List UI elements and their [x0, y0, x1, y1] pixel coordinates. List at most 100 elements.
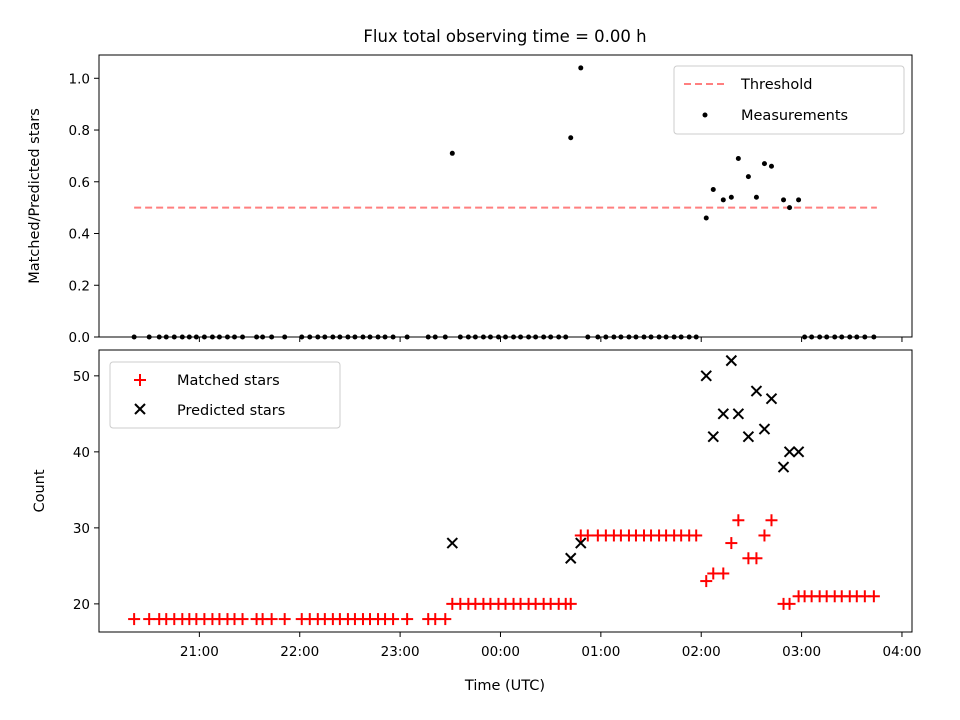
measurement-point [671, 334, 677, 340]
measurement-point [193, 334, 199, 340]
top-y-tick-label: 1.0 [69, 71, 90, 87]
measurement-point [404, 334, 410, 340]
measurement-point [260, 334, 266, 340]
matched-point [439, 613, 452, 626]
predicted-point [707, 430, 719, 443]
legend-threshold-label: Threshold [740, 77, 812, 93]
predicted-point [446, 537, 459, 549]
measurement-point [595, 334, 601, 340]
measurement-point [216, 334, 222, 340]
measurement-point [693, 334, 699, 340]
measurement-point [556, 334, 562, 340]
legend-predicted-label: Predicted stars [177, 403, 285, 419]
predicted-point [758, 423, 771, 435]
measurement-point [753, 194, 759, 200]
measurement-point [761, 161, 767, 167]
measurement-point [745, 174, 751, 180]
legend-predicted-swatch [134, 403, 146, 415]
predicted-point [565, 552, 577, 564]
measurement-point [131, 334, 137, 340]
x-tick-label: 01:00 [581, 644, 620, 660]
measurement-point [201, 334, 207, 340]
matched-points [128, 514, 880, 626]
measurement-point [862, 334, 868, 340]
measurement-point [337, 334, 343, 340]
measurement-point [578, 65, 584, 71]
bottom-plot-frame [98, 349, 913, 633]
measurement-point [832, 334, 838, 340]
measurement-point [345, 334, 351, 340]
top-legend: Threshold Measurements [673, 65, 905, 135]
predicted-point [725, 354, 738, 367]
matched-point [143, 613, 156, 626]
predicted-point [750, 385, 763, 397]
measurement-point [307, 334, 313, 340]
predicted-point [717, 408, 730, 420]
measurement-point [171, 334, 177, 340]
x-tick-label: 02:00 [682, 644, 721, 660]
measurement-point [710, 187, 716, 193]
measurement-point [526, 334, 532, 340]
measurement-point [390, 334, 396, 340]
measurement-point [703, 215, 709, 221]
x-tick-label: 00:00 [481, 644, 520, 660]
bottom-y-axis-label: Count [32, 469, 48, 512]
measurement-point [603, 334, 609, 340]
measurement-point [663, 334, 669, 340]
measurement-point [367, 334, 373, 340]
predicted-point [700, 370, 712, 382]
measurement-point [656, 334, 662, 340]
top-y-axis-label: Matched/Predicted stars [27, 108, 43, 284]
measurement-point [809, 334, 815, 340]
measurement-point [352, 334, 358, 340]
matched-point [867, 590, 880, 603]
matched-point [750, 552, 763, 565]
measurement-point [322, 334, 328, 340]
measurement-point [163, 334, 169, 340]
matched-point [783, 597, 796, 610]
measurement-point [511, 334, 517, 340]
matched-point [401, 613, 414, 626]
legend-measurements-swatch [702, 112, 708, 118]
measurement-point [146, 334, 152, 340]
measurement-point [465, 334, 471, 340]
top-y-tick-label: 0.2 [69, 278, 90, 294]
matched-point [581, 529, 594, 542]
x-tick-label: 21:00 [180, 644, 219, 660]
bottom-y-tick-label: 30 [73, 521, 90, 537]
x-tick-label: 22:00 [280, 644, 319, 660]
measurement-point [282, 334, 288, 340]
matched-point [429, 613, 442, 626]
measurement-point [611, 334, 617, 340]
top-y-tick-label: 0.0 [69, 330, 90, 346]
measurement-point [425, 334, 431, 340]
measurement-point [802, 334, 808, 340]
x-tick-label: 23:00 [381, 644, 420, 660]
measurement-point [854, 334, 860, 340]
matched-point [700, 575, 713, 588]
measurement-point [781, 197, 787, 203]
measurement-point [648, 334, 654, 340]
measurement-point [224, 334, 230, 340]
measurement-point [728, 194, 734, 200]
matched-point [765, 514, 778, 527]
measurement-point [432, 334, 438, 340]
measurement-point [541, 334, 547, 340]
legend-matched-swatch [134, 374, 146, 386]
measurement-point [720, 197, 726, 203]
measurement-point [839, 334, 845, 340]
measurement-point [232, 334, 237, 340]
measurement-point [299, 334, 305, 340]
measurement-point [503, 334, 508, 340]
matched-point [128, 613, 141, 626]
chart-title: Flux total observing time = 0.00 h [363, 27, 646, 46]
top-y-tick-label: 0.6 [69, 175, 90, 191]
predicted-points [446, 354, 805, 564]
measurement-point [179, 334, 185, 340]
matched-point [690, 529, 703, 542]
measurement-point [495, 334, 501, 340]
top-panel: 0.0 0.2 0.4 0.6 0.8 1.0 Matched/Predicted sta… [27, 54, 913, 346]
measurement-point [563, 334, 569, 340]
measurement-point [330, 334, 336, 340]
measurement-point [487, 334, 493, 340]
